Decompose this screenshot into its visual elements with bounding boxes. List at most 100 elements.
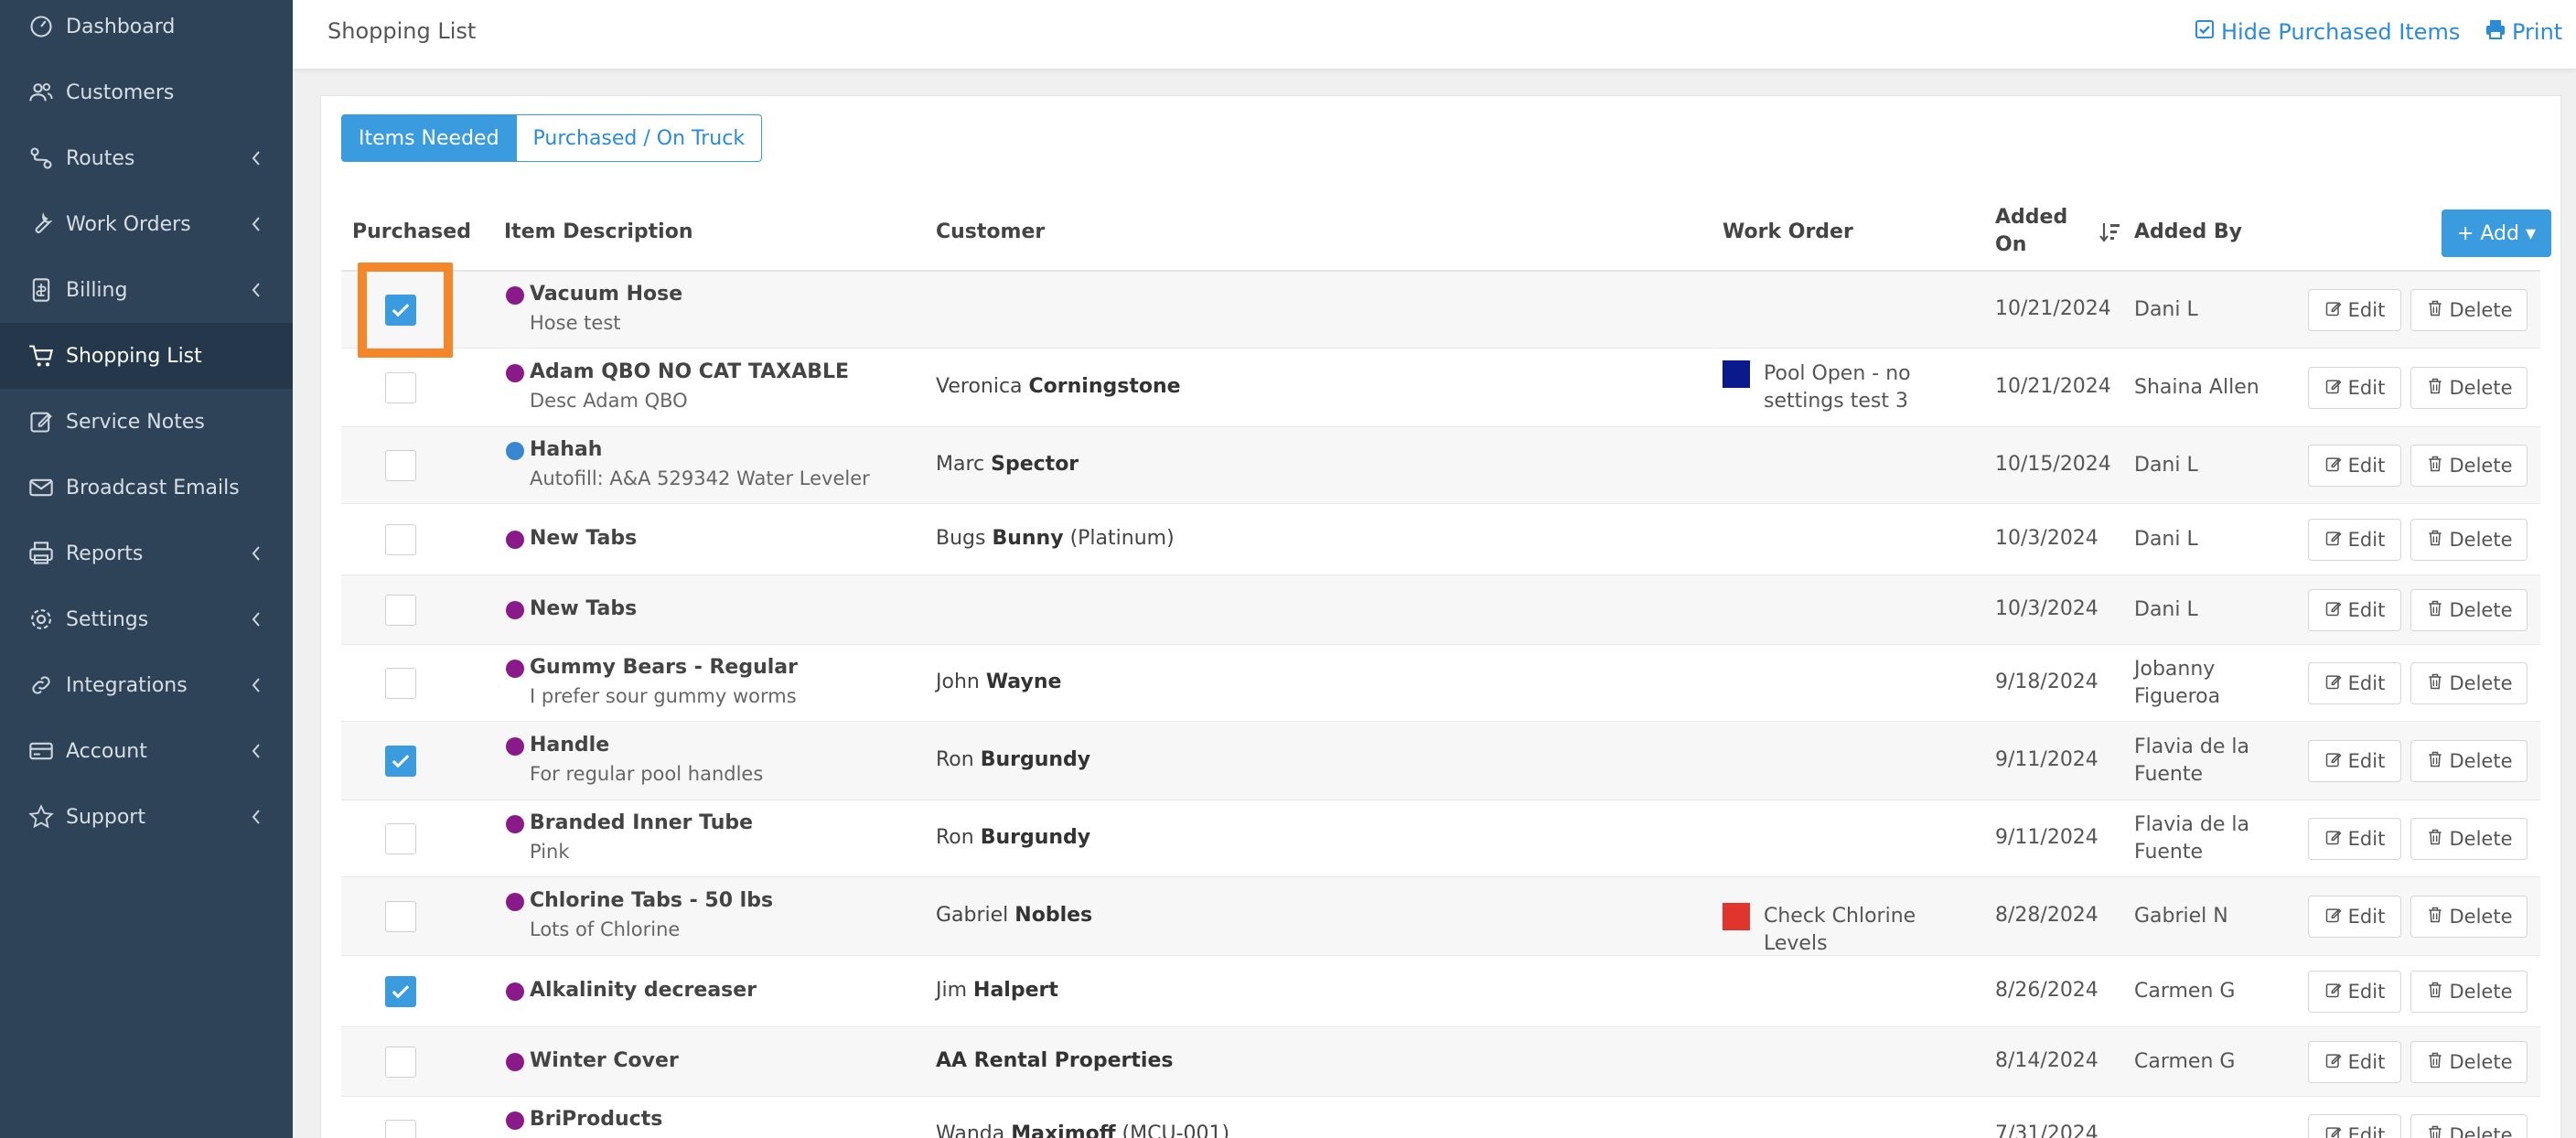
item-name[interactable]: Gummy Bears - Regular — [530, 656, 799, 679]
sidebar-item-dashboard[interactable]: Dashboard — [0, 0, 293, 59]
card-icon — [27, 737, 55, 765]
item-description: Lots of Chlorine — [530, 918, 681, 940]
item-name[interactable]: New Tabs — [530, 597, 638, 620]
customer-cell[interactable]: Jim Halpert — [936, 979, 1058, 1002]
sort-desc-icon[interactable] — [2099, 220, 2121, 244]
col-work-order[interactable]: Work Order — [1723, 220, 1853, 243]
customer-cell[interactable]: AA Rental Properties — [936, 1049, 1173, 1072]
col-purchased[interactable]: Purchased — [352, 220, 471, 243]
edit-button[interactable]: Edit — [2308, 289, 2401, 331]
item-name[interactable]: Chlorine Tabs - 50 lbs — [530, 889, 774, 912]
customer-cell[interactable]: Veronica Corningstone — [936, 375, 1181, 398]
hide-purchased-toggle[interactable]: Hide Purchased Items — [2194, 18, 2460, 46]
edit-button[interactable]: Edit — [2308, 662, 2401, 704]
col-added-on-line1[interactable]: Added — [1995, 206, 2068, 229]
item-name[interactable]: Winter Cover — [530, 1049, 679, 1072]
item-name[interactable]: Vacuum Hose — [530, 283, 683, 306]
work-order-color-swatch — [1723, 360, 1750, 388]
added-by-name: Dani L — [2134, 598, 2198, 621]
sidebar-item-integrations[interactable]: Integrations — [0, 652, 293, 718]
item-name[interactable]: Adam QBO NO CAT TAXABLE — [530, 360, 850, 383]
delete-button[interactable]: Delete — [2410, 740, 2528, 782]
tab-items-needed[interactable]: Items Needed — [341, 114, 517, 162]
edit-icon — [2324, 1124, 2348, 1138]
customer-cell[interactable]: Bugs Bunny (Platinum) — [936, 527, 1175, 550]
delete-button[interactable]: Delete — [2410, 896, 2528, 938]
item-name[interactable]: Branded Inner Tube — [530, 811, 754, 834]
work-order-link[interactable]: Pool Open - no settings test 3 — [1764, 362, 1911, 413]
delete-button[interactable]: Delete — [2410, 367, 2528, 409]
edit-button[interactable]: Edit — [2308, 818, 2401, 860]
sidebar-item-work-orders[interactable]: Work Orders — [0, 191, 293, 257]
category-dot-icon — [506, 286, 524, 305]
sidebar-item-reports[interactable]: Reports — [0, 521, 293, 586]
item-name[interactable]: New Tabs — [530, 527, 638, 550]
delete-button[interactable]: Delete — [2410, 445, 2528, 487]
customer-cell[interactable]: Marc Spector — [936, 453, 1079, 476]
purchased-checkbox[interactable] — [385, 746, 416, 777]
item-name[interactable]: Hahah — [530, 438, 603, 461]
sidebar-item-broadcast-emails[interactable]: Broadcast Emails — [0, 455, 293, 521]
sidebar-item-customers[interactable]: Customers — [0, 59, 293, 125]
edit-button[interactable]: Edit — [2308, 1114, 2401, 1138]
purchased-checkbox[interactable] — [385, 450, 416, 481]
item-name[interactable]: Handle — [530, 734, 610, 757]
edit-button[interactable]: Edit — [2308, 589, 2401, 631]
delete-button[interactable]: Delete — [2410, 662, 2528, 704]
delete-button[interactable]: Delete — [2410, 1114, 2528, 1138]
purchased-checkbox[interactable] — [385, 901, 416, 932]
customer-cell[interactable]: Ron Burgundy — [936, 748, 1090, 771]
sidebar-item-service-notes[interactable]: Service Notes — [0, 389, 293, 455]
add-item-button[interactable]: + Add ▾ — [2442, 209, 2551, 257]
customer-cell[interactable]: Ron Burgundy — [936, 826, 1090, 849]
delete-label: Delete — [2449, 750, 2513, 772]
edit-button[interactable]: Edit — [2308, 971, 2401, 1013]
sidebar-item-shopping-list[interactable]: Shopping List — [0, 323, 293, 389]
purchased-checkbox[interactable] — [385, 1120, 416, 1138]
added-on-date: 10/15/2024 — [1995, 453, 2111, 476]
delete-button[interactable]: Delete — [2410, 589, 2528, 631]
purchased-checkbox[interactable] — [385, 595, 416, 626]
customer-suffix: (Platinum) — [1063, 527, 1175, 550]
purchased-checkbox[interactable] — [385, 524, 416, 555]
purchased-checkbox[interactable] — [385, 1047, 416, 1078]
edit-button[interactable]: Edit — [2308, 519, 2401, 561]
purchased-checkbox[interactable] — [385, 372, 416, 403]
purchased-checkbox[interactable] — [385, 668, 416, 699]
col-item-description[interactable]: Item Description — [504, 220, 693, 243]
work-order-link[interactable]: Check Chlorine Levels — [1764, 905, 1916, 955]
delete-button[interactable]: Delete — [2410, 519, 2528, 561]
delete-button[interactable]: Delete — [2410, 289, 2528, 331]
edit-button[interactable]: Edit — [2308, 740, 2401, 782]
edit-button[interactable]: Edit — [2308, 896, 2401, 938]
sidebar-item-account[interactable]: Account — [0, 718, 293, 784]
edit-button[interactable]: Edit — [2308, 445, 2401, 487]
col-customer[interactable]: Customer — [936, 220, 1046, 243]
item-name[interactable]: BriProducts — [530, 1108, 663, 1131]
sidebar-item-settings[interactable]: Settings — [0, 586, 293, 652]
purchased-checkbox[interactable] — [385, 976, 416, 1007]
sidebar-item-label: Dashboard — [66, 15, 176, 38]
delete-button[interactable]: Delete — [2410, 1041, 2528, 1083]
sidebar-item-billing[interactable]: Billing — [0, 257, 293, 323]
delete-button[interactable]: Delete — [2410, 818, 2528, 860]
tab-purchased-on-truck[interactable]: Purchased / On Truck — [516, 114, 763, 162]
customer-first-name: Bugs — [936, 527, 993, 550]
sidebar-item-routes[interactable]: Routes — [0, 125, 293, 191]
edit-button[interactable]: Edit — [2308, 1041, 2401, 1083]
delete-button[interactable]: Delete — [2410, 971, 2528, 1013]
item-name[interactable]: Alkalinity decreaser — [530, 979, 757, 1002]
purchased-checkbox[interactable] — [385, 295, 416, 326]
route-icon — [27, 145, 55, 172]
customer-cell[interactable]: Gabriel Nobles — [936, 904, 1092, 927]
print-button[interactable]: Print — [2485, 18, 2562, 46]
col-added-on-line2[interactable]: On — [1995, 233, 2027, 256]
customer-last-name: Bunny — [992, 527, 1064, 550]
customer-first-name: Marc — [936, 453, 992, 476]
col-added-by[interactable]: Added By — [2134, 220, 2242, 243]
sidebar-item-support[interactable]: Support — [0, 784, 293, 850]
customer-cell[interactable]: John Wayne — [936, 671, 1061, 693]
purchased-checkbox[interactable] — [385, 823, 416, 854]
customer-cell[interactable]: Wanda Maximoff (MCU-001) — [936, 1122, 1229, 1138]
edit-button[interactable]: Edit — [2308, 367, 2401, 409]
